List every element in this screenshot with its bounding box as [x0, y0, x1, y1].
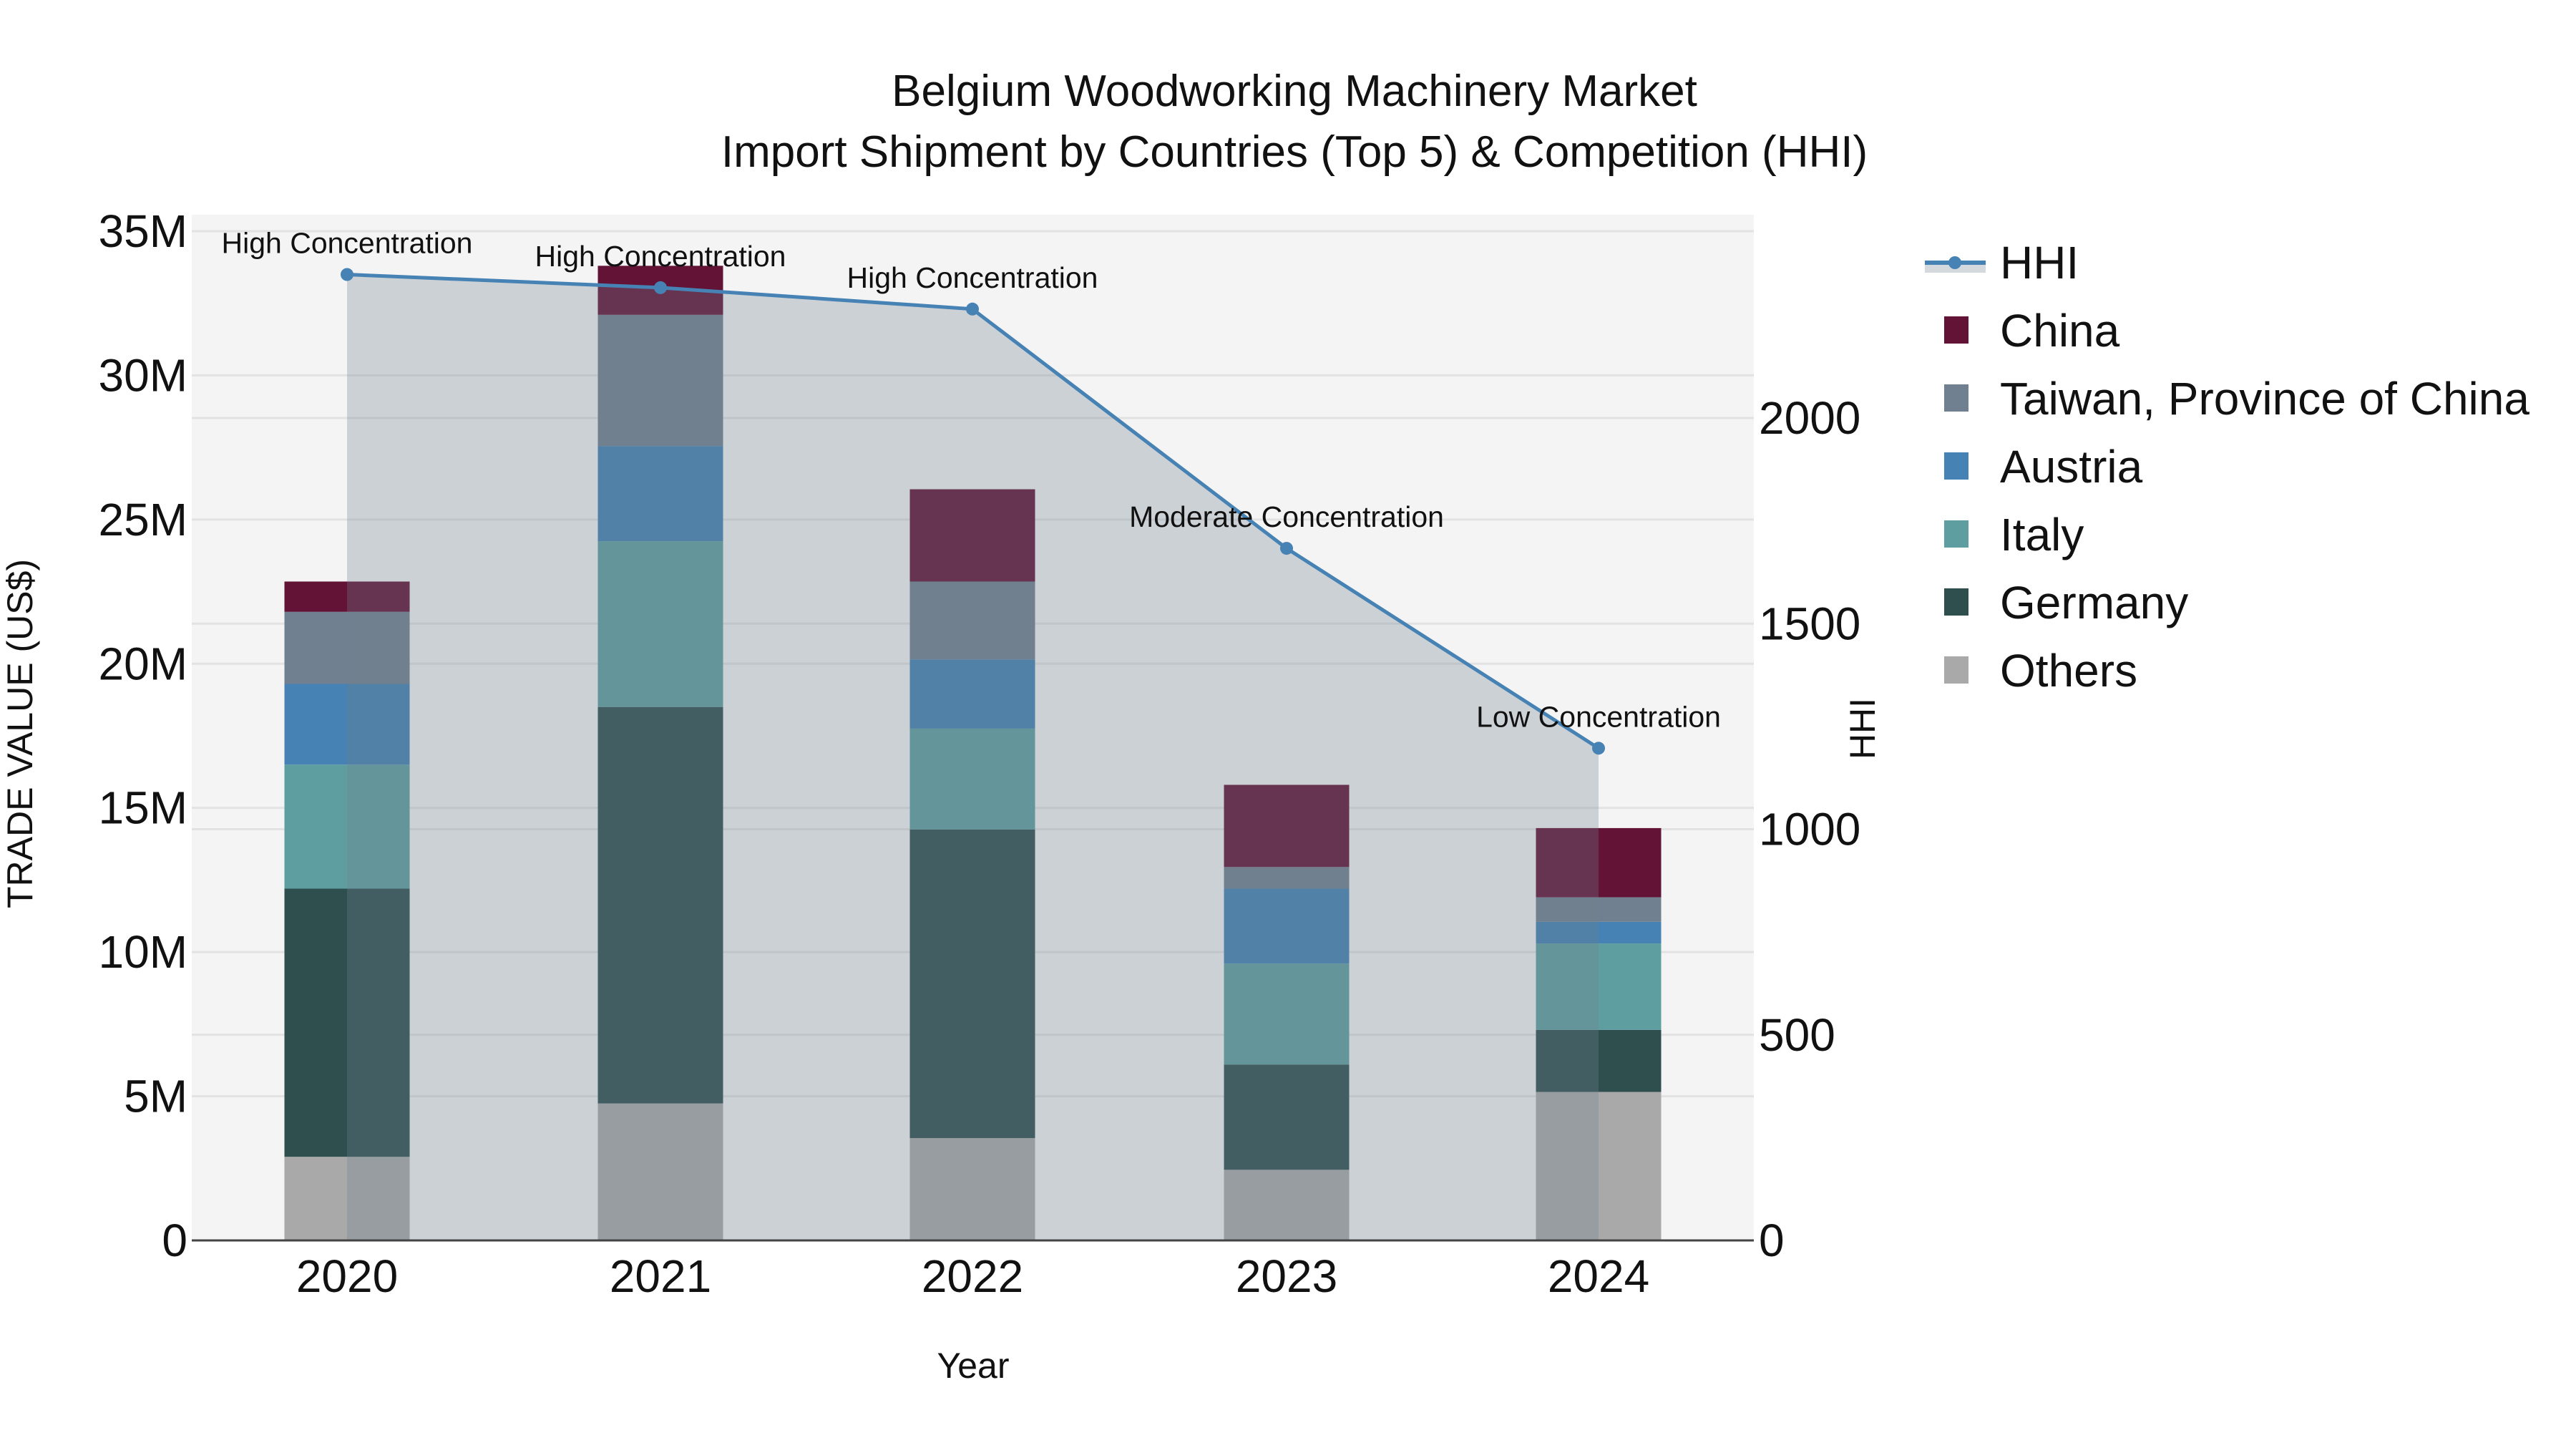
hhi-marker	[966, 302, 979, 316]
bar-segment-austria	[597, 446, 723, 542]
x-tick-label: 2021	[610, 1250, 711, 1302]
hhi-marker	[341, 268, 353, 281]
bar-segment-italy	[284, 764, 410, 889]
x-tick-label: 2023	[1236, 1250, 1337, 1302]
bar-segment-china	[1224, 784, 1350, 868]
legend-item-hhi[interactable]: HHI	[1925, 237, 2079, 288]
hhi-annotation-label: High Concentration	[222, 226, 473, 259]
legend-item-taiwan-province-of-china[interactable]: Taiwan, Province of China	[1944, 373, 2529, 424]
bar-segment-austria	[909, 659, 1035, 729]
legend-label: Austria	[2000, 441, 2143, 492]
stacked-bars	[284, 266, 1662, 1240]
hhi-annotation-label: Low Concentration	[1476, 700, 1721, 733]
legend-swatch-icon	[1944, 520, 1968, 548]
bar-segment-taiwan-province-of-china	[1536, 897, 1662, 922]
legend-item-italy[interactable]: Italy	[1944, 509, 2084, 560]
y-tick-label: 15M	[99, 782, 188, 834]
y-axis-title: TRADE VALUE (US$)	[0, 559, 40, 908]
hhi-annotation-label: High Concentration	[535, 240, 786, 273]
bar-segment-germany	[597, 706, 723, 1104]
hhi-area-fill	[347, 274, 1599, 1240]
hhi-marker	[1592, 742, 1605, 755]
hhi-line	[341, 268, 1605, 755]
hhi-annotation-label: Moderate Concentration	[1129, 500, 1444, 533]
x-axis-ticks: 2020 2021 2022 2023 2024	[296, 1250, 1649, 1302]
bar-segment-china	[909, 489, 1035, 582]
x-axis-title: Year	[937, 1346, 1009, 1386]
hhi-area-path	[347, 274, 1599, 1240]
y2-axis-ticks: 0 500 1000 1500 2000	[1759, 392, 1860, 1266]
y2-tick-label: 1000	[1759, 804, 1860, 855]
bar-segment-germany	[1536, 1029, 1662, 1092]
bar-segment-italy	[1536, 943, 1662, 1030]
x-tick-label: 2022	[922, 1250, 1023, 1302]
legend-label: Germany	[2000, 577, 2188, 628]
hhi-annotations: High Concentration High Concentration High…	[222, 226, 1721, 733]
y-tick-label: 30M	[99, 349, 188, 401]
chart-title: Belgium Woodworking Machinery Market	[892, 67, 1697, 116]
bar-segment-austria	[1536, 921, 1662, 944]
hhi-legend-marker-icon	[1948, 256, 1961, 269]
x-tick-label: 2020	[296, 1250, 398, 1302]
bar-segment-others	[909, 1137, 1035, 1240]
legend-swatch-icon	[1944, 384, 1968, 412]
legend-item-austria[interactable]: Austria	[1944, 441, 2143, 492]
y-tick-label: 5M	[124, 1071, 187, 1122]
bar-segment-germany	[284, 888, 410, 1157]
y2-tick-label: 1500	[1759, 598, 1860, 649]
bar-segment-italy	[909, 728, 1035, 830]
y2-tick-label: 2000	[1759, 392, 1860, 444]
legend-label: Others	[2000, 645, 2137, 696]
legend-swatch-icon	[1944, 588, 1968, 616]
legend-item-germany[interactable]: Germany	[1944, 577, 2188, 628]
y-tick-label: 35M	[99, 205, 188, 257]
bar-segment-taiwan-province-of-china	[909, 581, 1035, 660]
bar-segment-taiwan-province-of-china	[597, 314, 723, 447]
legend-label: HHI	[2000, 237, 2079, 288]
bar-segment-austria	[284, 684, 410, 765]
bar-segment-taiwan-province-of-china	[284, 611, 410, 684]
hhi-marker	[1280, 542, 1293, 555]
y-tick-label: 0	[162, 1215, 187, 1266]
bar-segment-china	[1536, 827, 1662, 898]
bar-segment-others	[284, 1157, 410, 1240]
bar-segment-italy	[1224, 963, 1350, 1065]
legend-swatch-icon	[1944, 452, 1968, 480]
bar-segment-china	[284, 581, 410, 612]
x-tick-label: 2024	[1548, 1250, 1649, 1302]
hhi-marker	[654, 281, 667, 294]
bar-segment-germany	[1224, 1064, 1350, 1170]
legend-label: China	[2000, 305, 2120, 356]
legend: HHI China Taiwan, Province of China Austria…	[1925, 237, 2529, 696]
bar-segment-taiwan-province-of-china	[1224, 867, 1350, 889]
y-tick-label: 20M	[99, 638, 188, 689]
y2-tick-label: 0	[1759, 1215, 1785, 1266]
bar-segment-italy	[597, 541, 723, 707]
bar-segment-others	[1224, 1170, 1350, 1240]
legend-item-others[interactable]: Others	[1944, 645, 2137, 696]
bar-segment-others	[1536, 1092, 1662, 1240]
y-tick-label: 25M	[99, 494, 188, 545]
legend-swatch-icon	[1944, 656, 1968, 684]
hhi-annotation-label: High Concentration	[847, 261, 1098, 294]
legend-item-china[interactable]: China	[1944, 305, 2120, 356]
legend-label: Italy	[2000, 509, 2084, 560]
y2-tick-label: 500	[1759, 1009, 1835, 1061]
legend-label: Taiwan, Province of China	[2000, 373, 2529, 424]
bar-segment-others	[597, 1103, 723, 1240]
y-tick-label: 10M	[99, 926, 188, 978]
chart-subtitle: Import Shipment by Countries (Top 5) & C…	[721, 127, 1868, 177]
y2-axis-title: HHI	[1843, 698, 1883, 759]
legend-swatch-icon	[1944, 316, 1968, 344]
bar-segment-germany	[909, 829, 1035, 1138]
bar-segment-austria	[1224, 888, 1350, 964]
y-axis-ticks: 0 5M 10M 15M 20M 25M 30M 35M	[99, 205, 188, 1266]
